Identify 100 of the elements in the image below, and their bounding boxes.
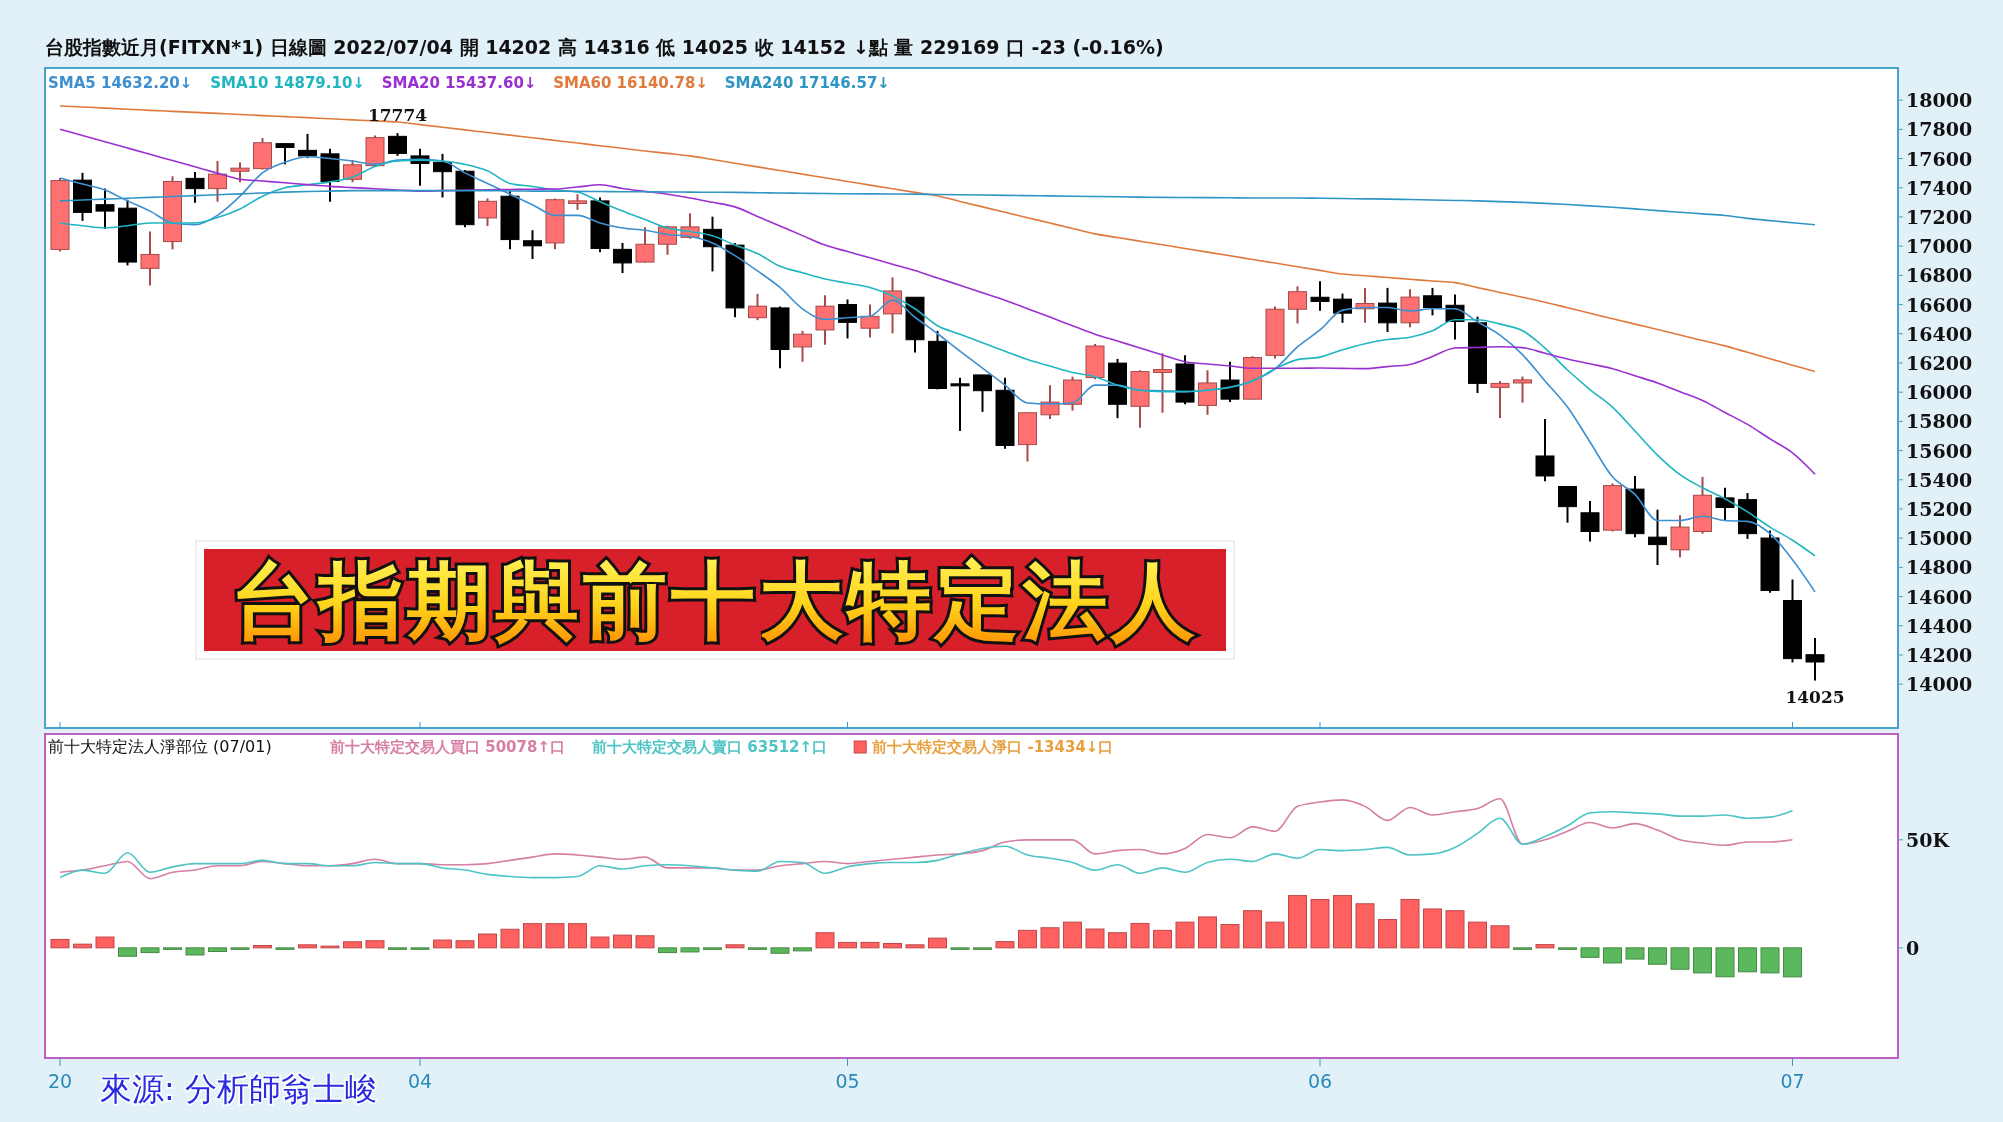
x-tick-label: 06 bbox=[1307, 1070, 1333, 1092]
candlestick bbox=[950, 376, 970, 432]
y-tick-label: 14000 bbox=[1906, 673, 1973, 696]
bar bbox=[815, 932, 835, 949]
bar bbox=[1153, 929, 1172, 949]
y-tick-label: 14200 bbox=[1906, 643, 1973, 666]
annotation: 14025 bbox=[1785, 686, 1845, 707]
candlestick bbox=[1670, 514, 1690, 559]
y-tick-label: 16000 bbox=[1906, 381, 1973, 404]
bar bbox=[1715, 947, 1735, 978]
bar bbox=[590, 936, 610, 949]
chart-title: 前十大特定法人淨部位 (07/01) bbox=[48, 737, 272, 756]
y-tick-label: 14600 bbox=[1906, 585, 1973, 608]
candlestick bbox=[1805, 637, 1825, 682]
bar bbox=[1198, 916, 1217, 949]
bar bbox=[1130, 922, 1150, 949]
bar bbox=[928, 937, 947, 949]
bar bbox=[1580, 947, 1600, 958]
y-tick-label: 16600 bbox=[1906, 293, 1973, 316]
y-tick-label: 50K bbox=[1906, 828, 1951, 851]
bar bbox=[1265, 921, 1285, 949]
candlestick bbox=[1378, 286, 1397, 333]
y-tick-label: 15000 bbox=[1906, 527, 1973, 550]
bar bbox=[1085, 928, 1105, 949]
text: SMA20 15437.60↓ bbox=[381, 74, 537, 92]
bar bbox=[1670, 947, 1690, 970]
candlestick bbox=[1310, 280, 1330, 312]
candlestick bbox=[1535, 417, 1555, 483]
bar bbox=[860, 941, 880, 949]
text: 來源: 分析師翁士峻 bbox=[100, 1070, 377, 1108]
bar bbox=[253, 944, 272, 949]
y-tick-label: 0 bbox=[1906, 936, 1920, 959]
bar bbox=[1423, 908, 1442, 949]
y-tick-label: 17400 bbox=[1906, 176, 1973, 199]
candlestick bbox=[1715, 486, 1735, 522]
bar bbox=[1760, 947, 1780, 974]
bar bbox=[1783, 947, 1802, 978]
x-tick-label: 07 bbox=[1780, 1070, 1805, 1092]
bar bbox=[770, 947, 790, 954]
bar bbox=[1445, 910, 1465, 949]
candlestick bbox=[523, 229, 542, 260]
candlestick bbox=[613, 241, 632, 275]
text: 台指期與前十大特定法人 bbox=[231, 552, 1199, 650]
bar bbox=[995, 941, 1015, 949]
candlestick bbox=[1580, 499, 1600, 543]
bar bbox=[635, 935, 655, 949]
bar bbox=[1310, 898, 1330, 949]
annotation: 17774 bbox=[367, 105, 428, 126]
candlestick bbox=[140, 230, 160, 287]
bar bbox=[500, 928, 520, 949]
candlestick bbox=[748, 292, 767, 322]
bar bbox=[1288, 895, 1307, 949]
x-tick-label: 05 bbox=[835, 1070, 860, 1092]
candlestick bbox=[1333, 292, 1352, 324]
y-tick-label: 17000 bbox=[1906, 235, 1973, 258]
bar bbox=[523, 923, 542, 949]
bar bbox=[50, 938, 70, 949]
y-tick-label: 18000 bbox=[1906, 89, 1973, 112]
candlestick bbox=[1198, 369, 1217, 416]
bar bbox=[1648, 947, 1667, 965]
bar bbox=[1603, 947, 1622, 964]
candlestick bbox=[275, 142, 295, 166]
bar bbox=[140, 947, 160, 954]
candlestick bbox=[815, 294, 835, 346]
line-series bbox=[59, 128, 1816, 476]
candlestick bbox=[208, 160, 227, 203]
legend-label: 前十大特定交易人淨口 -13434↓口 bbox=[871, 738, 1114, 756]
text: SMA60 16140.78↓ bbox=[553, 74, 708, 92]
candlestick bbox=[1513, 375, 1532, 404]
candlestick bbox=[635, 226, 655, 264]
y-tick-label: 15400 bbox=[1906, 468, 1973, 491]
bar bbox=[1490, 925, 1510, 949]
bar bbox=[1693, 947, 1712, 974]
candlestick bbox=[478, 197, 497, 227]
bar bbox=[658, 947, 677, 954]
line-series bbox=[59, 105, 1816, 373]
candlestick bbox=[1490, 379, 1510, 419]
bar bbox=[1243, 910, 1262, 949]
text: 前十大特定交易人買口 50078↑口 bbox=[329, 738, 565, 756]
bar bbox=[208, 947, 227, 953]
bar bbox=[905, 944, 925, 949]
line-series bbox=[59, 189, 1816, 226]
bar bbox=[1355, 903, 1375, 949]
bar bbox=[1175, 921, 1195, 949]
candlestick bbox=[860, 303, 880, 339]
bar bbox=[95, 936, 115, 949]
bar bbox=[343, 941, 362, 949]
y-tick-label: 17200 bbox=[1906, 205, 1973, 228]
y-tick-label: 16400 bbox=[1906, 322, 1973, 345]
bar bbox=[793, 947, 812, 952]
bar bbox=[1625, 947, 1645, 960]
y-tick-label: 15600 bbox=[1906, 439, 1973, 462]
bar bbox=[613, 934, 632, 949]
bar bbox=[1220, 924, 1240, 949]
bar bbox=[725, 944, 745, 949]
bar bbox=[118, 947, 137, 957]
candlestick bbox=[1558, 485, 1577, 524]
x-tick-label: 20 bbox=[47, 1070, 73, 1092]
bar bbox=[1535, 944, 1555, 949]
candlestick bbox=[388, 132, 407, 157]
